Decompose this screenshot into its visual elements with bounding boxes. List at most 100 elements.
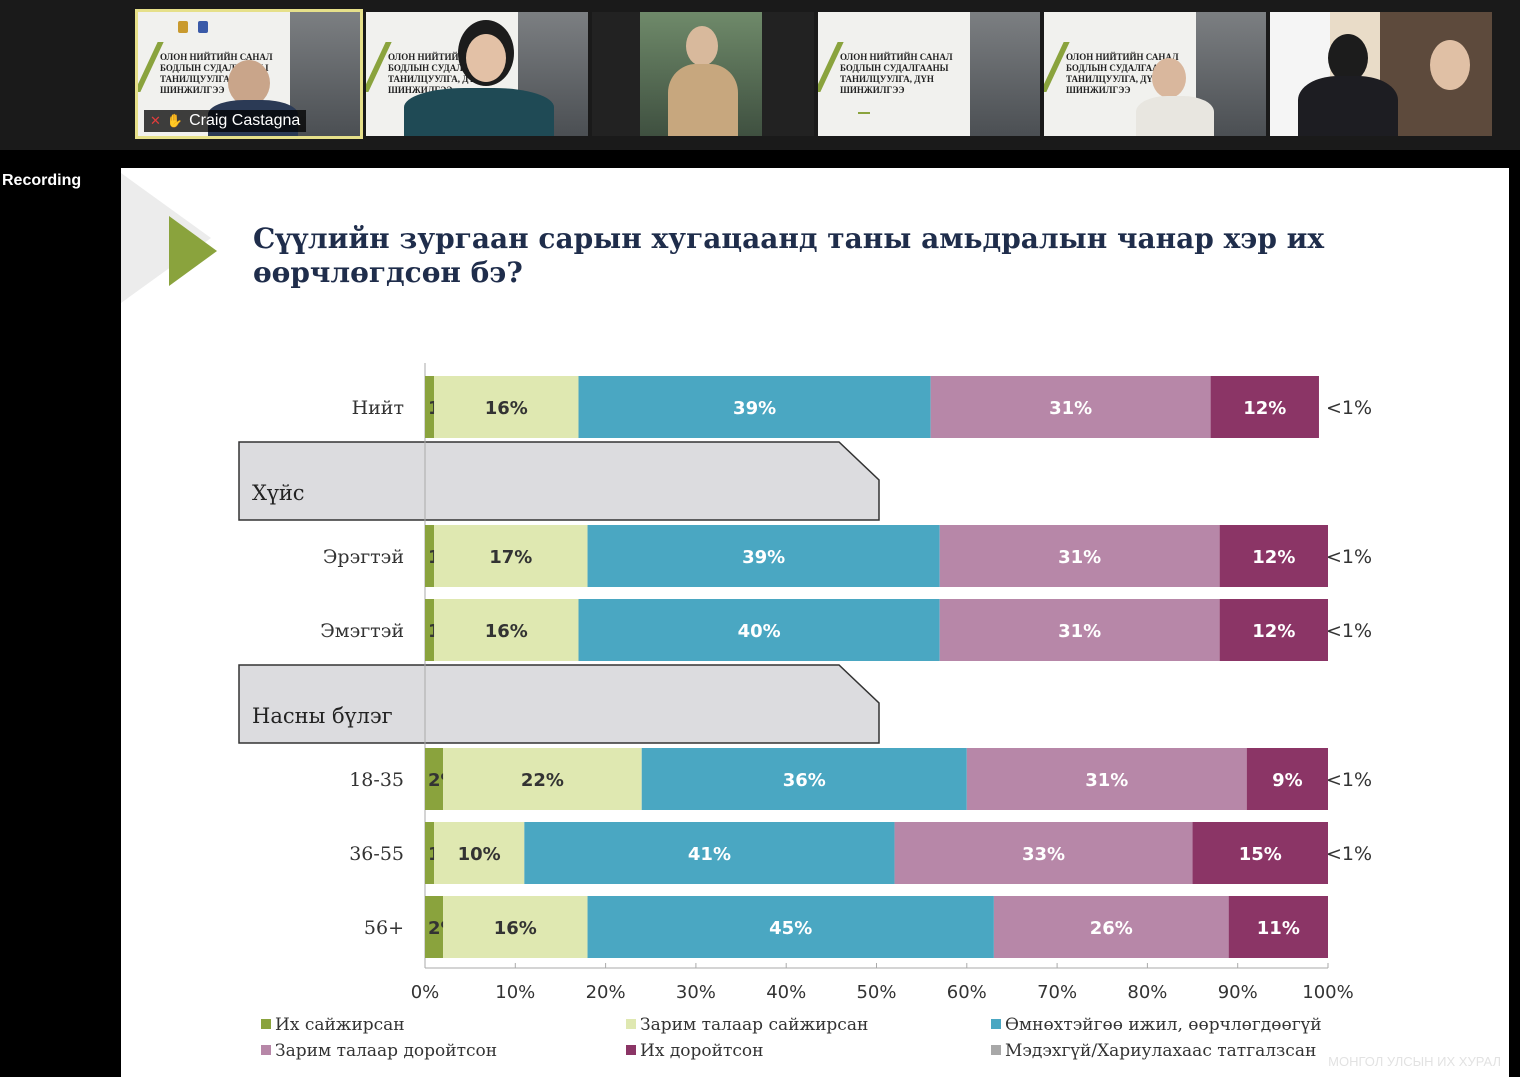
person-head	[1152, 58, 1186, 98]
city-photo	[970, 12, 1040, 136]
data-label: 17%	[489, 547, 532, 568]
x-tick-label: 90%	[1218, 982, 1258, 1003]
x-tick-label: 30%	[676, 982, 716, 1003]
tile-slide-title: ОЛОН НИЙТИЙН САНАЛ БОДЛЫН СУДАЛГААНЫ ТАН…	[840, 52, 953, 95]
data-label: 16%	[494, 918, 537, 939]
section-header-box	[238, 664, 880, 744]
bar-segment	[930, 376, 1211, 438]
bar-segment	[894, 822, 1193, 884]
person-body	[1298, 76, 1398, 136]
data-label: 26%	[1090, 918, 1133, 939]
x-tick-label: 10%	[495, 982, 535, 1003]
data-label: 11%	[1257, 918, 1300, 939]
category-label: 36-55	[349, 843, 404, 865]
data-label: <1%	[1326, 397, 1372, 419]
bar-segment	[966, 748, 1247, 810]
bar-segment	[425, 525, 435, 587]
bar-segment	[425, 599, 435, 661]
legend-swatch	[261, 1019, 271, 1029]
legend-swatch	[991, 1045, 1001, 1055]
bar-segment	[578, 599, 940, 661]
name-tag: ✕ ✋ Craig Castagna	[144, 110, 307, 132]
category-label: 56+	[364, 917, 404, 939]
bar-segment	[443, 896, 588, 958]
person-body	[1136, 96, 1214, 136]
person-body	[404, 88, 554, 136]
x-tick-label: 100%	[1302, 982, 1353, 1003]
x-tick-label: 20%	[586, 982, 626, 1003]
participant-tile-5[interactable]: ОЛОН НИЙТИЙН САНАЛ БОДЛЫН СУДАЛГААНЫ ТАН…	[1044, 12, 1266, 136]
participant-tile-6[interactable]	[1270, 12, 1492, 136]
data-label: 12%	[1252, 621, 1295, 642]
category-label: Эмэгтэй	[320, 620, 404, 642]
tile-slide-title: ОЛОН НИЙТИЙН САНАЛ БОДЛЫН СУДАЛГААНЫ ТАН…	[1066, 52, 1179, 95]
data-label: 12%	[1243, 398, 1286, 419]
tile-slide-title: ОЛОН НИЙТИЙН САНАЛ БОДЛЫН СУДАЛГААНЫ ТАН…	[160, 52, 273, 95]
watermark: МОНГОЛ УЛСЫН ИХ ХУРАЛ	[1328, 1054, 1501, 1069]
logos	[178, 20, 218, 38]
x-tick-label: 80%	[1127, 982, 1167, 1003]
x-tick-label: 40%	[766, 982, 806, 1003]
bar-segment	[434, 599, 579, 661]
section-header-box	[238, 441, 880, 521]
person-head	[686, 26, 718, 66]
legend-swatch	[261, 1045, 271, 1055]
data-label: 39%	[733, 398, 776, 419]
bar-segment	[587, 896, 994, 958]
legend-label: Зарим талаар сайжирсан	[640, 1015, 868, 1035]
bar-segment	[939, 599, 1220, 661]
bar-segment	[1192, 822, 1328, 884]
bar-segment	[939, 525, 1220, 587]
participant-tile-3[interactable]	[592, 12, 814, 136]
legend-label: Зарим талаар доройтсон	[275, 1041, 497, 1061]
category-label: Нийт	[352, 397, 404, 419]
section-header-label: Хүйс	[252, 481, 305, 505]
bar-segment	[1228, 896, 1328, 958]
participant-tile-2[interactable]: ОЛОН НИЙТИЙН САНАЛ БОДЛЫН СУДАЛГААНЫ ТАН…	[366, 12, 588, 136]
data-label: 16%	[485, 621, 528, 642]
data-label: <1%	[1326, 843, 1372, 865]
data-label: 22%	[521, 770, 564, 791]
legend-label: Өмнөхтэйгөө ижил, өөрчлөгдөөгүй	[1005, 1015, 1322, 1035]
section-header-label: Насны бүлэг	[252, 704, 393, 728]
legend-swatch	[991, 1019, 1001, 1029]
bar-segment	[1219, 599, 1328, 661]
data-label: 10%	[458, 844, 501, 865]
data-label: 45%	[769, 918, 812, 939]
bar-segment	[425, 748, 444, 810]
bar-segment	[434, 822, 525, 884]
bar-segment	[425, 376, 435, 438]
participant-name: Craig Castagna	[189, 112, 301, 129]
legend-swatch	[626, 1045, 636, 1055]
bar-segment	[641, 748, 967, 810]
person-head	[1430, 40, 1470, 90]
data-label: 9%	[1272, 770, 1303, 791]
data-label: 33%	[1022, 844, 1065, 865]
legend-label: Их сайжирсан	[275, 1015, 405, 1035]
bar-segment	[587, 525, 940, 587]
bar-segment	[425, 822, 435, 884]
bar-segment	[434, 376, 579, 438]
legend-swatch	[626, 1019, 636, 1029]
person-hair	[1328, 34, 1368, 82]
participant-tile-4[interactable]: ОЛОН НИЙТИЙН САНАЛ БОДЛЫН СУДАЛГААНЫ ТАН…	[818, 12, 1040, 136]
data-label: 31%	[1058, 621, 1101, 642]
participant-strip: ОЛОН НИЙТИЙН САНАЛ БОДЛЫН СУДАЛГААНЫ ТАН…	[0, 0, 1520, 150]
data-label: 16%	[485, 398, 528, 419]
bar-segment	[443, 748, 642, 810]
data-label: 31%	[1085, 770, 1128, 791]
mic-muted-icon: ✕	[150, 113, 161, 128]
tile-slide-date-bar	[858, 112, 870, 114]
data-label: 36%	[783, 770, 826, 791]
category-label: 18-35	[349, 769, 404, 791]
slide-title: Сүүлийн зургаан сарын хугацаанд таны амь…	[253, 222, 1325, 289]
data-label: <1%	[1326, 620, 1372, 642]
participant-tile-1[interactable]: ОЛОН НИЙТИЙН САНАЛ БОДЛЫН СУДАЛГААНЫ ТАН…	[135, 9, 363, 139]
bar-segment	[425, 896, 444, 958]
data-label: <1%	[1326, 546, 1372, 568]
legend-label: Мэдэхгүй/Хариулахаас татгалзсан	[1005, 1041, 1316, 1061]
legend-label: Их доройтсон	[640, 1041, 763, 1061]
data-label: 31%	[1049, 398, 1092, 419]
category-label: Эрэгтэй	[323, 546, 404, 568]
x-tick-label: 0%	[411, 982, 440, 1003]
